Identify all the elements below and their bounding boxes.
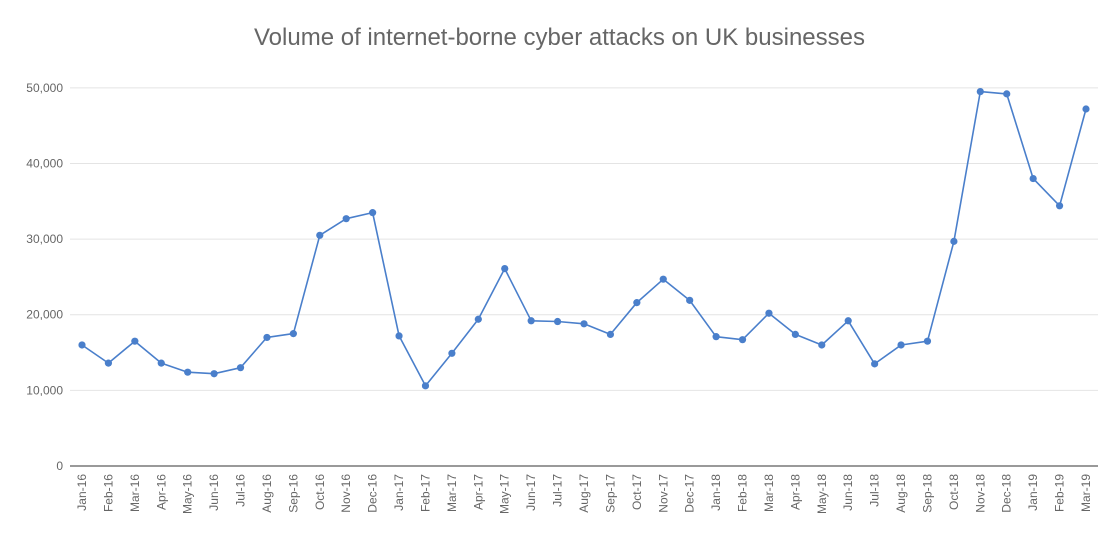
x-tick-label: Mar-17 [445,474,459,512]
x-tick-label: Apr-16 [154,474,168,510]
x-tick-label: Jan-19 [1026,474,1040,511]
y-tick-label: 50,000 [26,81,63,95]
data-point [263,333,271,342]
data-point [395,332,403,340]
data-point [765,309,773,317]
y-tick-label: 30,000 [26,232,63,246]
data-point [448,349,456,357]
x-tick-label: Jun-16 [207,474,221,511]
x-tick-label: Feb-16 [101,474,115,512]
data-point [369,209,377,217]
data-point [659,275,667,283]
data-point [131,337,139,345]
data-point [976,88,984,96]
x-tick-label: Jul-17 [551,474,565,507]
x-tick-label: Oct-16 [313,474,327,510]
x-tick-label: Nov-18 [973,474,987,513]
x-tick-label: Mar-18 [762,474,776,512]
x-tick-label: Dec-18 [1000,474,1014,513]
data-point [686,296,694,304]
x-tick-label: Apr-18 [788,474,802,510]
data-point [633,299,641,307]
x-tick-label: Feb-17 [418,474,432,512]
x-tick-label: Jan-17 [392,474,406,511]
data-point [316,231,324,239]
data-point [527,317,535,325]
data-point [210,370,218,378]
x-tick-label: Oct-17 [630,474,644,510]
x-tick-label: Jan-18 [709,474,723,511]
x-tick-label: May-17 [498,474,512,514]
y-tick-label: 40,000 [26,156,63,170]
x-tick-label: Sep-16 [286,474,300,513]
data-point [501,264,509,273]
x-tick-label: Aug-17 [577,474,591,513]
data-point [1003,90,1011,98]
data-point [1055,202,1064,210]
gridlines [70,87,1098,467]
data-point [923,337,932,345]
data-point [871,360,879,368]
y-tick-label: 0 [56,459,63,473]
data-point [1082,105,1090,113]
data-point [738,336,747,344]
x-tick-label: Mar-19 [1079,474,1093,512]
data-point [184,368,192,376]
data-point [950,237,958,245]
x-tick-label: Sep-17 [603,474,617,513]
data-point [580,320,588,328]
x-tick-label: May-16 [181,474,195,514]
x-tick-label: Nov-17 [656,474,670,513]
x-tick-label: Mar-16 [128,474,142,512]
x-tick-label: Jul-18 [868,474,882,507]
x-tick-label: Apr-17 [471,474,485,510]
x-tick-label: Jul-16 [234,474,248,507]
data-point [104,359,113,367]
y-tick-label: 20,000 [26,308,63,322]
data-point [157,359,165,367]
data-point [606,330,615,338]
chart-title: Volume of internet-borne cyber attacks o… [254,24,865,51]
data-point [791,330,799,338]
data-point [1029,174,1037,183]
x-tick-label: Dec-17 [683,474,697,513]
data-point [78,341,86,349]
x-tick-label: Nov-16 [339,474,353,513]
series-group [78,88,1090,390]
x-tick-label: Dec-16 [366,474,380,513]
x-tick-label: Jun-17 [524,474,538,511]
x-tick-label: Oct-18 [947,474,961,510]
x-tick-label: Jun-18 [841,474,855,511]
data-point [712,333,720,341]
x-tick-label: May-18 [815,474,829,514]
x-tick-label: Feb-18 [736,474,750,512]
x-tick-label: Aug-16 [260,474,274,513]
x-tick-label: Aug-18 [894,474,908,513]
y-axis-ticks: 0 10,000 20,000 30,000 40,000 50,000 [26,81,63,473]
data-point [236,364,245,372]
x-tick-label: Feb-19 [1053,474,1067,512]
x-axis-ticks: Jan-16 Feb-16 Mar-16 Apr-16 May-16 Jun-16 Jul-… [75,474,1093,514]
x-tick-label: Jan-16 [75,474,89,511]
data-point [897,341,905,349]
data-point [818,341,826,349]
data-point [289,330,297,338]
data-point [844,317,852,325]
data-point [342,215,350,223]
data-point [474,315,482,323]
x-tick-label: Sep-18 [920,474,934,513]
y-tick-label: 10,000 [26,383,63,397]
data-point [421,382,430,390]
data-point [553,317,562,326]
